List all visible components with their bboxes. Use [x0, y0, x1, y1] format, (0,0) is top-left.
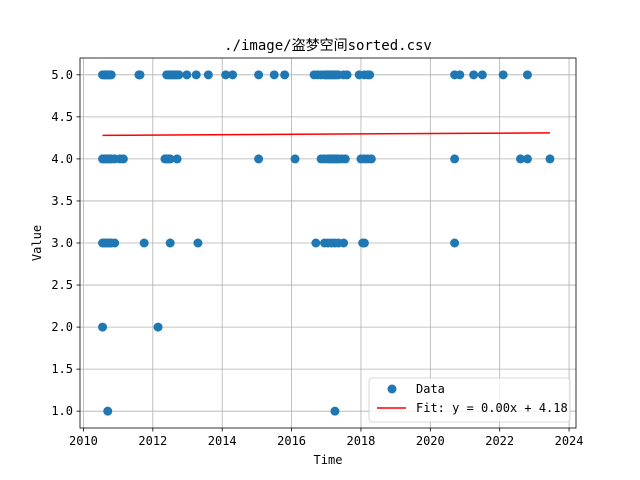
data-point: [182, 70, 192, 80]
y-tick-label: 5.0: [51, 68, 73, 82]
data-point: [174, 70, 184, 80]
x-tick-label: 2016: [277, 434, 306, 448]
data-point: [342, 70, 352, 80]
y-tick-label: 1.5: [51, 362, 73, 376]
data-point: [522, 154, 532, 164]
data-point: [103, 406, 113, 416]
y-tick-label: 2.0: [51, 320, 73, 334]
x-tick-label: 2010: [69, 434, 98, 448]
data-point: [221, 70, 231, 80]
y-tick-label: 3.5: [51, 194, 73, 208]
y-tick-label: 3.0: [51, 236, 73, 250]
data-point: [118, 154, 128, 164]
y-tick-label: 1.0: [51, 404, 73, 418]
data-point: [366, 154, 376, 164]
chart-title: ./image/盗梦空间sorted.csv: [224, 38, 432, 54]
data-point: [172, 154, 182, 164]
data-point: [139, 238, 149, 248]
y-axis-label: Value: [30, 225, 44, 261]
axis-ticks: 2010 2012 2014 2016 2018 2020 2022 2024 1.0 1.5 2.…: [51, 68, 583, 448]
data-point: [193, 238, 203, 248]
data-point: [340, 154, 350, 164]
x-tick-label: 2022: [485, 434, 514, 448]
data-point: [254, 154, 264, 164]
fit-line: [102, 132, 550, 137]
data-point: [153, 322, 163, 332]
data-point: [110, 238, 120, 248]
data-point: [450, 154, 460, 164]
data-point: [469, 70, 479, 80]
legend-box: [368, 377, 571, 423]
data-point: [191, 70, 201, 80]
data-point: [516, 154, 526, 164]
x-tick-label: 2024: [555, 434, 584, 448]
data-point: [330, 406, 340, 416]
x-axis-label: Time: [314, 453, 343, 467]
data-point: [477, 70, 487, 80]
data-point: [269, 70, 279, 80]
data-point: [339, 238, 349, 248]
y-tick-label: 4.5: [51, 110, 73, 124]
data-point: [450, 238, 460, 248]
x-tick-label: 2020: [416, 434, 445, 448]
data-point: [135, 70, 145, 80]
data-point: [203, 70, 213, 80]
data-point: [545, 154, 555, 164]
data-point: [98, 322, 108, 332]
legend-label-fit: Fit: y = 0.00x + 4.18: [416, 401, 568, 415]
data-point: [228, 70, 238, 80]
x-tick-label: 2012: [138, 434, 167, 448]
data-point: [290, 154, 300, 164]
data-point: [106, 70, 116, 80]
data-point: [254, 70, 264, 80]
data-point: [498, 70, 508, 80]
x-tick-label: 2014: [208, 434, 237, 448]
data-layer: [98, 70, 555, 416]
legend: Data Fit: y = 0.00x + 4.18: [368, 377, 571, 423]
x-tick-label: 2018: [346, 434, 375, 448]
data-point: [365, 70, 375, 80]
data-point: [165, 154, 175, 164]
legend-marker-data: [387, 384, 397, 394]
data-point: [522, 70, 532, 80]
y-tick-label: 4.0: [51, 152, 73, 166]
data-point: [311, 238, 321, 248]
data-point: [165, 238, 175, 248]
legend-label-data: Data: [416, 382, 445, 396]
data-point: [280, 70, 290, 80]
data-point: [455, 70, 465, 80]
y-tick-label: 2.5: [51, 278, 73, 292]
data-point: [359, 238, 369, 248]
